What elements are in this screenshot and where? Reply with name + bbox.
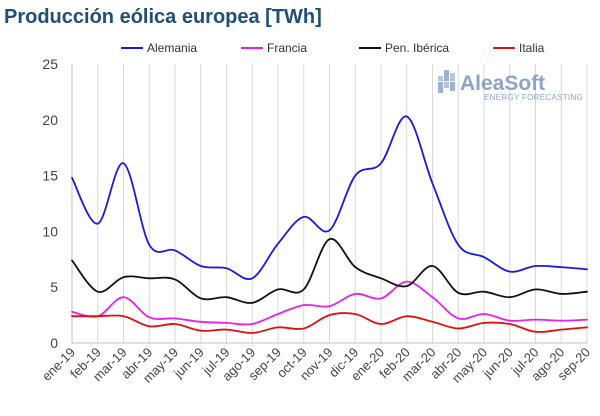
x-tick-label: ene-19 [39, 345, 78, 384]
chart-grid [71, 64, 588, 343]
legend-label: Italia [519, 41, 545, 55]
series-line-francia [71, 280, 588, 326]
legend-label: Pen. Ibérica [385, 41, 449, 55]
y-tick-label: 10 [42, 223, 58, 239]
chart-legend: Alemania Francia Pen. Ibérica Italia [121, 41, 545, 55]
logo-name: AleaSoft [460, 72, 545, 95]
logo-tagline: ENERGY FORECASTING [484, 93, 583, 102]
series-line-italia [71, 312, 588, 334]
y-axis-ticks: 0 5 10 15 20 25 [42, 56, 58, 351]
aleasoft-logo: AleaSoft ENERGY FORECASTING [438, 70, 583, 102]
y-tick-label: 5 [50, 279, 58, 295]
series-line-pen-iberica [71, 238, 588, 304]
chart-title: Producción eólica europea [TWh] [4, 6, 322, 28]
chart-axes [71, 64, 587, 344]
y-tick-label: 25 [42, 56, 58, 72]
legend-label: Alemania [147, 41, 197, 55]
series-line-alemania [71, 115, 588, 281]
y-tick-label: 15 [42, 168, 58, 184]
legend-label: Francia [267, 41, 307, 55]
chart-series [71, 115, 588, 334]
y-tick-label: 20 [42, 112, 58, 128]
y-tick-label: 0 [50, 335, 58, 351]
aleasoft-logo-icon [438, 70, 455, 93]
x-axis-ticks: ene-19feb-19mar-19abr-19may-19jun-19jul-… [39, 345, 593, 386]
